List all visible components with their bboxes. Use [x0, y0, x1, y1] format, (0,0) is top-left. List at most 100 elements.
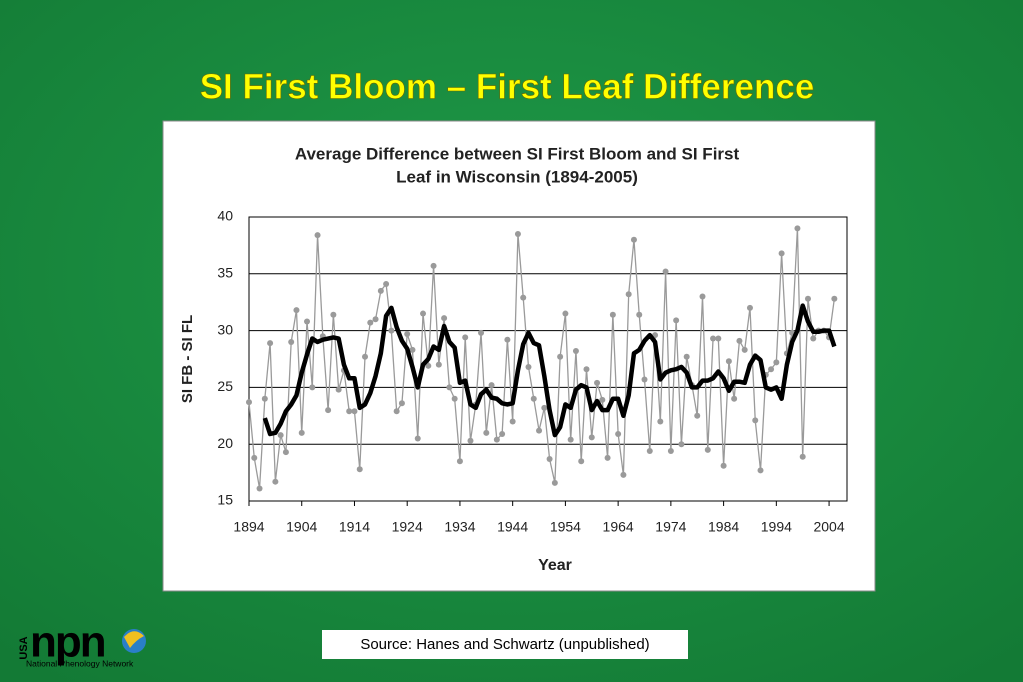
data-point [715, 335, 722, 342]
data-point [678, 441, 685, 448]
data-point [351, 408, 358, 415]
data-point [551, 479, 558, 486]
data-point [530, 395, 537, 402]
data-point [288, 338, 295, 345]
data-point [567, 436, 574, 443]
data-point [451, 395, 458, 402]
data-point [609, 311, 616, 318]
data-point [246, 399, 252, 406]
data-point [456, 458, 463, 465]
x-axis-label: Year [538, 557, 572, 574]
data-point [520, 294, 527, 301]
data-point [435, 361, 442, 368]
x-tick-label: 1934 [444, 519, 475, 535]
plot-area: 15 20 25 30 35 40 1894 1904 1914 1924 1934 1944 1954… [217, 208, 848, 535]
data-point [478, 329, 485, 336]
data-point [541, 404, 548, 411]
data-point [304, 318, 311, 325]
data-point [562, 310, 569, 317]
data-point [499, 430, 506, 437]
data-point [646, 448, 653, 455]
data-point [346, 408, 353, 415]
data-point [309, 384, 316, 391]
x-tick-label: 1904 [286, 519, 317, 535]
data-point [578, 458, 585, 465]
data-point [335, 386, 342, 393]
data-point [493, 436, 500, 443]
data-point [741, 346, 748, 353]
data-point [768, 366, 775, 373]
data-point [425, 362, 432, 369]
data-point [414, 435, 421, 442]
data-point [325, 407, 332, 414]
data-point [488, 382, 495, 389]
data-point [757, 467, 764, 474]
data-point [641, 376, 648, 383]
y-axis-label: SI FB - SI FL [179, 315, 196, 403]
data-point [330, 311, 337, 318]
data-point [367, 319, 374, 326]
data-point [404, 331, 411, 338]
data-point [704, 446, 711, 453]
data-point [277, 432, 284, 439]
logo: USA npn National Phenology Network [18, 618, 146, 668]
data-point [267, 340, 274, 347]
data-point [483, 429, 490, 436]
data-point [441, 315, 448, 322]
data-point [261, 395, 268, 402]
logo-leaf [124, 631, 144, 648]
x-tick-label: 1954 [550, 519, 581, 535]
data-point [604, 454, 611, 461]
data-point [588, 434, 595, 441]
data-point [467, 437, 474, 444]
data-point [773, 359, 780, 366]
data-point [272, 478, 279, 485]
x-tick-label: 1964 [603, 519, 634, 535]
data-point [372, 316, 379, 323]
y-tick-label: 40 [217, 208, 233, 224]
data-point [383, 281, 390, 288]
data-point [630, 236, 637, 243]
data-point [525, 363, 532, 370]
y-tick-label: 20 [217, 435, 233, 451]
data-point [536, 427, 543, 434]
data-point [662, 268, 669, 275]
logo-name: National Phenology Network [26, 658, 134, 668]
data-point [594, 379, 601, 386]
data-point [377, 287, 384, 294]
data-point [673, 317, 680, 324]
data-point [256, 485, 263, 492]
data-point [615, 430, 622, 437]
x-tick-label: 1924 [392, 519, 423, 535]
x-tick-label: 1994 [761, 519, 792, 535]
y-tick-label: 15 [217, 492, 233, 508]
data-point [583, 366, 590, 373]
chart-title: Leaf in Wisconsin (1894-2005) [396, 167, 638, 186]
slide-title: SI First Bloom – First Leaf Difference [200, 67, 815, 106]
data-point [746, 304, 753, 311]
y-tick-label: 30 [217, 321, 233, 337]
x-tick-label: 1914 [339, 519, 370, 535]
data-point [710, 335, 717, 342]
data-point [810, 335, 817, 342]
logo-acronym: npn [30, 618, 105, 667]
data-point [282, 449, 289, 456]
data-point [393, 408, 400, 415]
data-point [683, 353, 690, 360]
data-point [298, 429, 305, 436]
data-point [778, 250, 785, 257]
data-point [625, 291, 632, 298]
x-tick-label: 2004 [813, 519, 844, 535]
source-box [322, 630, 688, 659]
data-point [514, 231, 521, 238]
data-point [388, 327, 395, 334]
data-point [356, 466, 363, 473]
data-point [430, 262, 437, 269]
y-tick-label: 35 [217, 265, 233, 281]
data-point [420, 310, 427, 317]
source-text: Source: Hanes and Schwartz (unpublished) [360, 636, 649, 653]
data-point [362, 353, 369, 360]
data-point [409, 346, 416, 353]
data-point [398, 400, 405, 407]
data-point [509, 418, 516, 425]
